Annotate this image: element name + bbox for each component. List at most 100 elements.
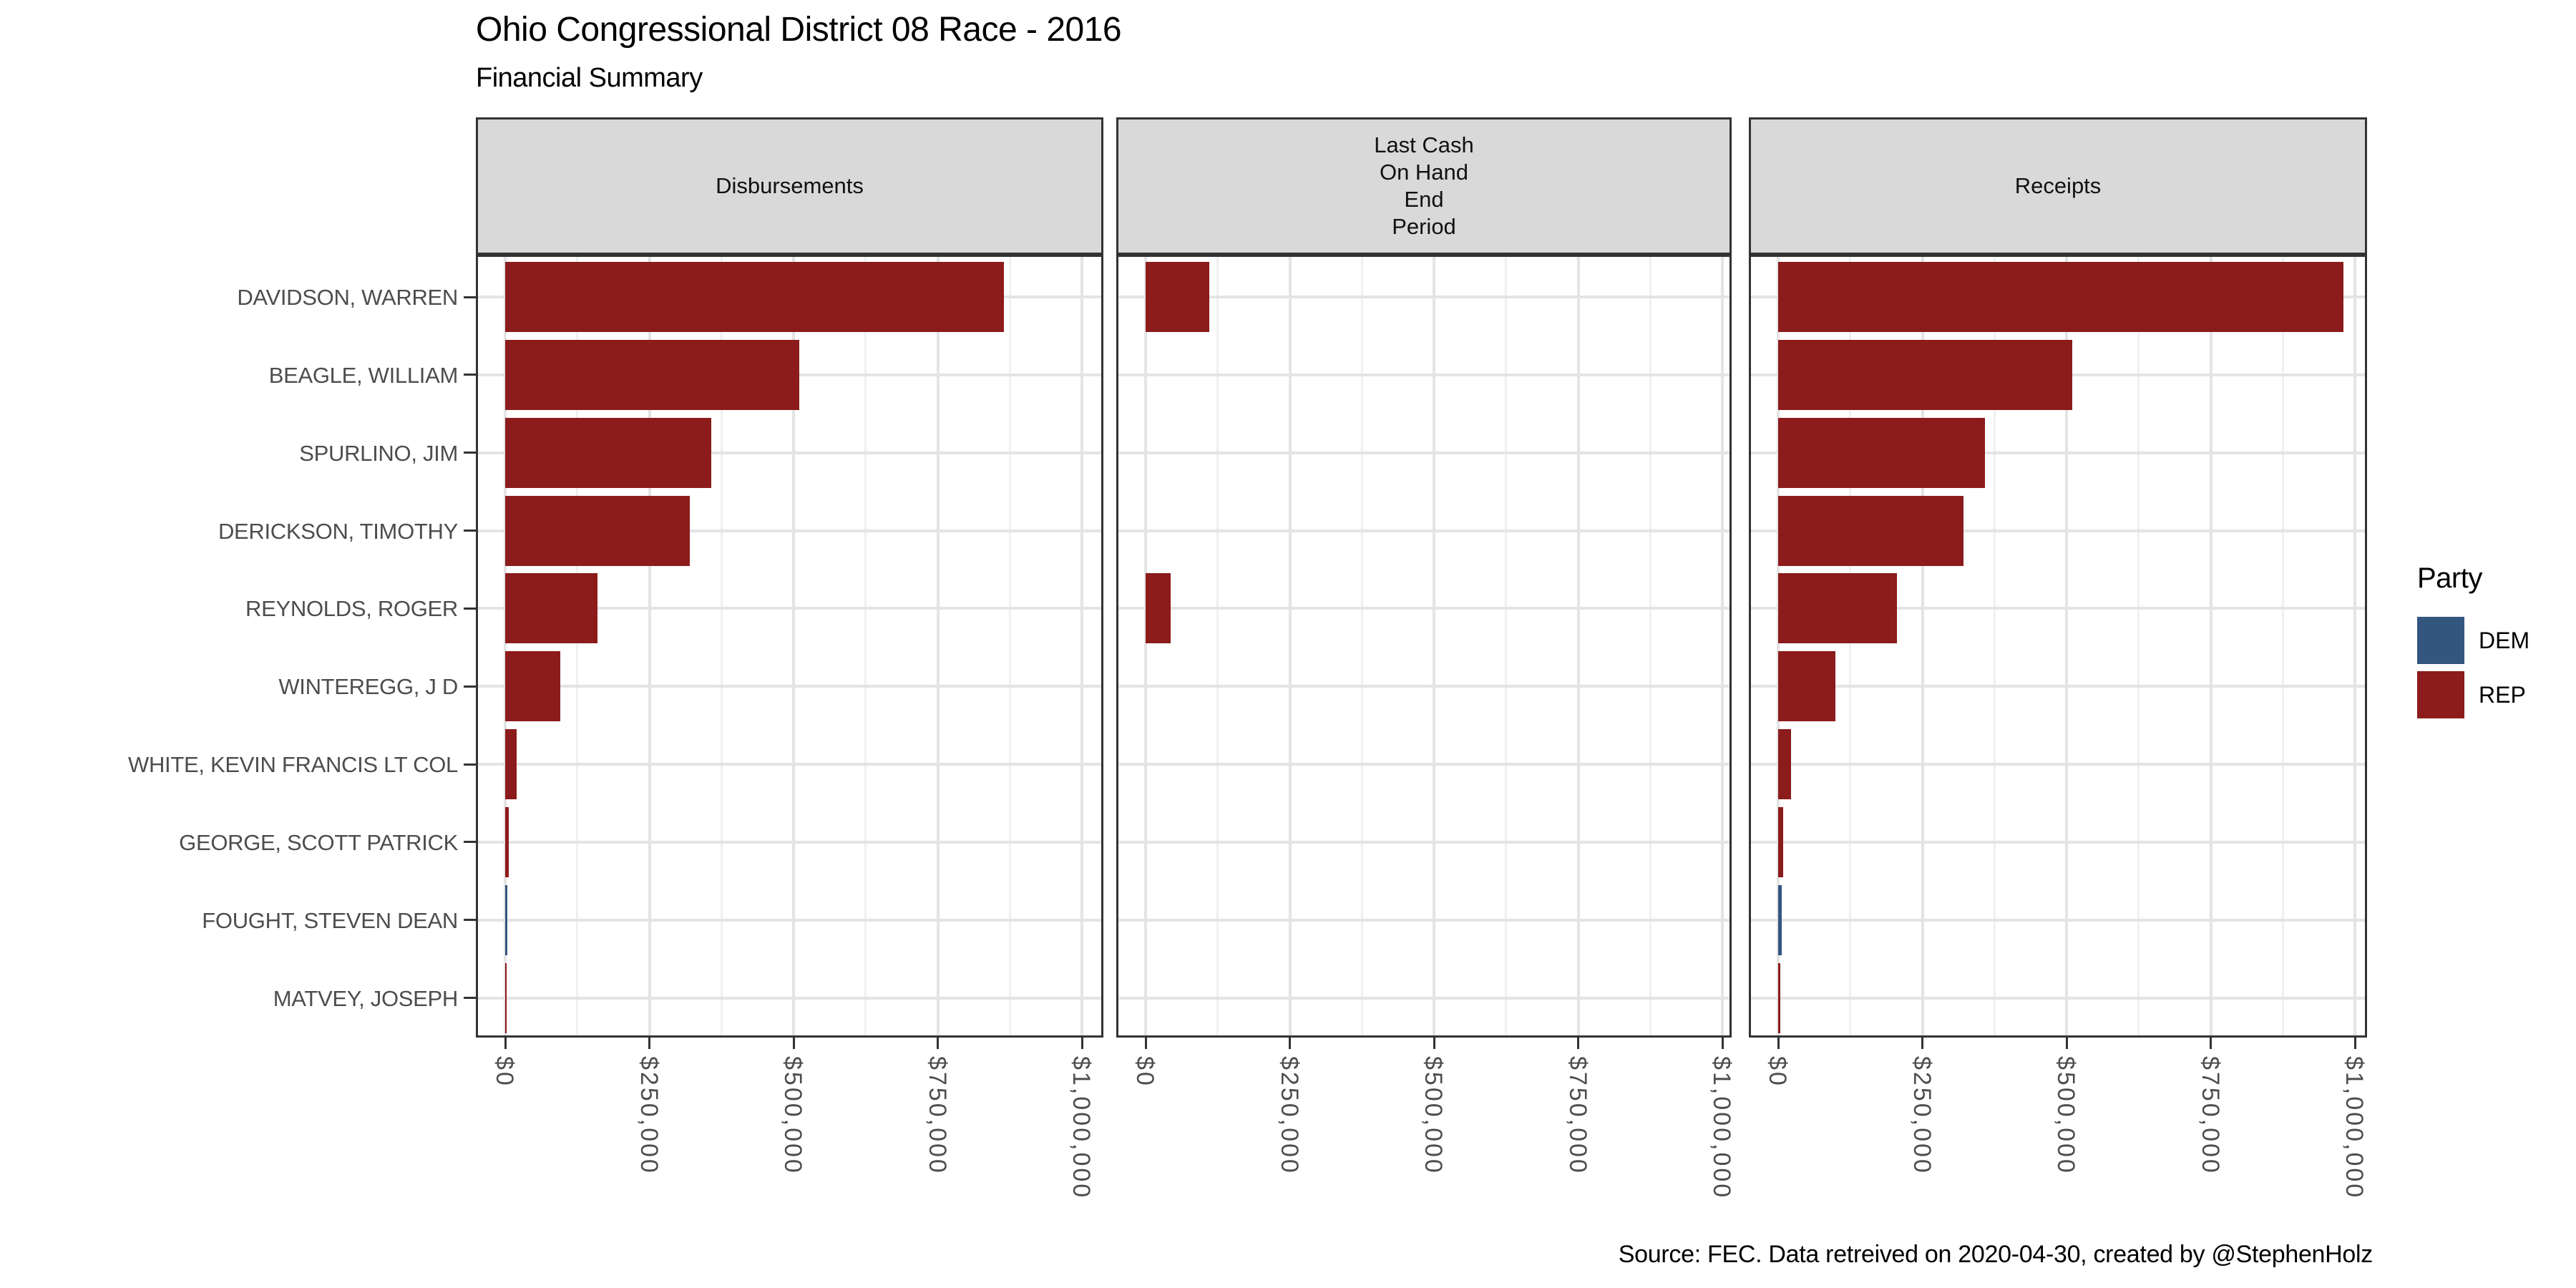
gridline-major [1721,257,1724,1035]
x-axis-label: $0 [1131,1056,1158,1088]
gridline-row [478,763,1101,766]
x-axis-label: $250,000 [635,1056,663,1175]
panel-disbursements [476,255,1103,1038]
facet-strip-receipts: Receipts [1749,117,2367,255]
facet-strip-disbursements: Disbursements [476,117,1103,255]
panel-receipts [1749,255,2367,1038]
plot-title: Ohio Congressional District 08 Race - 20… [476,11,1122,49]
bar-white-kevin-francis-lt-col [1778,729,1791,800]
y-axis-label: REYNOLDS, ROGER [245,596,458,622]
gridline-row [1751,451,2365,454]
x-axis-tick [1721,1038,1724,1049]
gridline-major [1288,257,1292,1035]
legend-title: Party [2417,562,2482,594]
gridline-major [2209,257,2212,1035]
bar-george-scott-patrick [1778,806,1784,877]
y-axis-tick [464,296,476,298]
bar-reynolds-roger [505,573,597,644]
x-axis-tick [1921,1038,1923,1049]
gridline-row [1751,918,2365,922]
bar-reynolds-roger [1146,573,1171,644]
gridline-row [1118,529,1729,532]
bar-winteregg-j-d [1778,651,1835,722]
bar-fought-steven-dean [505,884,508,955]
legend-label-rep: REP [2479,681,2526,708]
y-axis-label: GEORGE, SCOTT PATRICK [179,829,458,855]
gridline-row [478,918,1101,922]
gridline-minor [1649,257,1652,1035]
gridline-minor [1993,257,1996,1035]
gridline-row [1751,529,2365,532]
gridline-major [1080,257,1083,1035]
gridline-row [1751,763,2365,766]
x-axis-label: $250,000 [1275,1056,1303,1175]
x-axis-label: $250,000 [1908,1056,1936,1175]
x-axis-label: $1,000,000 [1068,1056,1095,1200]
bar-fought-steven-dean [1778,884,1782,955]
x-axis-tick [937,1038,939,1049]
gridline-major [1144,257,1147,1035]
x-axis-label: $500,000 [1420,1056,1447,1175]
bar-davidson-warren [505,262,1005,332]
gridline-major [936,257,940,1035]
x-axis-label: $0 [1764,1056,1791,1088]
legend: Party DEM REP [2417,562,2529,722]
gridline-major [1576,257,1580,1035]
bar-beagle-william [1778,339,2073,410]
x-axis-tick [1577,1038,1579,1049]
y-axis-label: MATVEY, JOSEPH [273,985,459,1011]
y-axis-tick [464,841,476,844]
x-axis-tick [504,1038,507,1049]
x-axis-label: $750,000 [923,1056,951,1175]
bar-white-kevin-francis-lt-col [505,729,517,800]
x-axis-label: $1,000,000 [2341,1056,2368,1200]
y-axis-tick [464,452,476,454]
gridline-minor [2137,257,2140,1035]
gridline-row [1118,763,1729,766]
gridline-row [1118,296,1729,298]
gridline-row [1751,607,2365,610]
gridline-minor [1505,257,1508,1035]
gridline-row [478,607,1101,610]
gridline-major [1433,257,1435,1035]
x-axis-tick [2353,1038,2356,1049]
x-axis-tick [792,1038,795,1049]
x-axis-tick [1080,1038,1083,1049]
gridline-minor [1008,257,1011,1035]
y-axis-tick [464,919,476,922]
gridline-major [1921,257,1924,1035]
bar-davidson-warren [1778,262,2343,332]
bar-davidson-warren [1146,262,1209,332]
gridline-row [1118,996,1729,1000]
bar-matvey-joseph [1778,962,1781,1033]
y-axis-label: BEAGLE, WILLIAM [268,362,459,388]
gridline-row [478,840,1101,844]
y-axis-tick [464,763,476,766]
gridline-minor [1216,257,1219,1035]
x-axis-label: $750,000 [1563,1056,1591,1175]
gridline-row [1118,840,1729,844]
bar-spurlino-jim [1778,417,1985,488]
gridline-row [478,529,1101,532]
y-axis-tick [464,685,476,688]
gridline-major [504,257,507,1035]
legend-entry-dem: DEM [2417,613,2529,668]
legend-entry-rep: REP [2417,668,2529,722]
legend-key-rep-swatch [2417,671,2464,718]
gridline-major [792,257,795,1035]
plot-subtitle: Financial Summary [476,63,703,93]
legend-key-dem-swatch [2417,617,2464,664]
gridline-row [478,996,1101,1000]
gridline-minor [1849,257,1852,1035]
bar-derickson-timothy [505,495,690,566]
x-axis-label: $750,000 [2196,1056,2224,1175]
gridline-major [2353,257,2356,1035]
bar-spurlino-jim [505,417,711,488]
y-axis-label: WINTEREGG, J D [278,674,458,700]
x-axis-tick [2065,1038,2068,1049]
y-axis-tick [464,607,476,610]
gridline-minor [576,257,579,1035]
gridline-minor [1360,257,1363,1035]
x-axis-label: $500,000 [2052,1056,2079,1175]
gridline-major [1777,257,1780,1035]
